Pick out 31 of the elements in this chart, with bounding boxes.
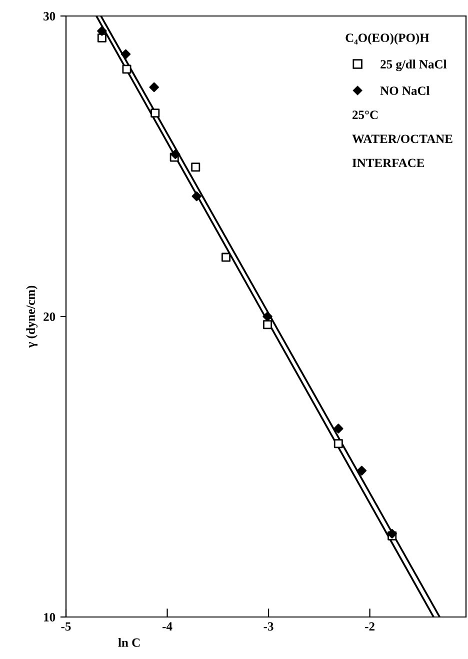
legend-label: 25 g/dl NaCl (380, 60, 447, 72)
point (122, 64, 132, 74)
point (149, 82, 159, 92)
x-tick-label: -3 (264, 622, 274, 631)
x-tick-label: -4 (162, 622, 172, 631)
point (191, 162, 200, 172)
point (97, 26, 107, 36)
y-tick-label: 20 (44, 312, 56, 321)
y-tick-label: 10 (44, 613, 56, 622)
point (334, 424, 344, 434)
legend-title: C₄O(EO)(PO)H (346, 33, 430, 45)
annotation: INTERFACE (352, 158, 424, 168)
x-tick-label: -5 (61, 622, 71, 631)
point (120, 49, 131, 60)
annotation: WATER/OCTANE (352, 134, 452, 144)
point (263, 320, 272, 330)
point (356, 466, 367, 476)
point (387, 528, 397, 539)
y-axis-title: γ (dyne/cm) (26, 286, 38, 348)
point (222, 252, 230, 262)
x-axis-title: ln C (118, 638, 140, 647)
point (334, 439, 343, 448)
point (192, 191, 202, 202)
point (262, 312, 272, 322)
y-tick-label: 30 (44, 12, 56, 20)
point (150, 108, 160, 118)
x-tick-label: -2 (365, 622, 374, 631)
legend-label: NO NaCl (380, 86, 430, 95)
point (97, 33, 106, 42)
point (170, 149, 180, 160)
annotation: 25°C (352, 110, 378, 120)
